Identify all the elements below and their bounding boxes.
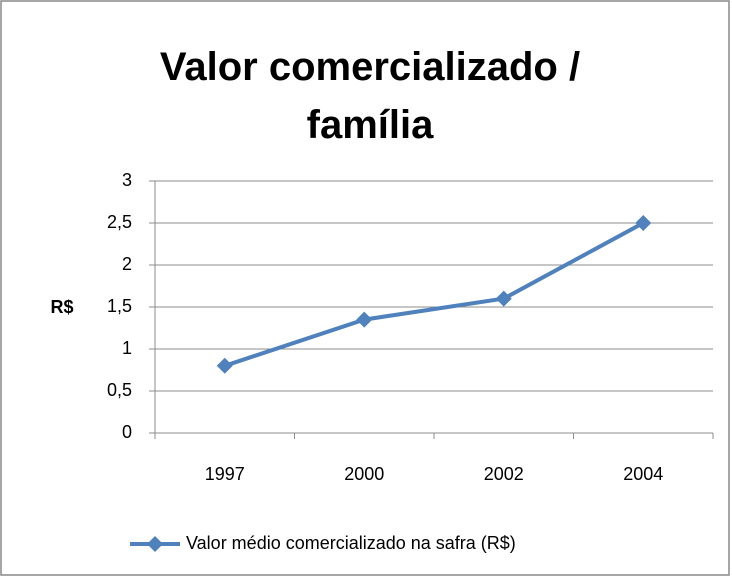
data-line bbox=[224, 221, 645, 368]
x-tick-label: 1997 bbox=[205, 464, 245, 484]
data-point bbox=[635, 215, 652, 231]
legend-marker bbox=[147, 536, 163, 552]
y-tick-label: 2 bbox=[122, 254, 132, 274]
legend-label: Valor médio comercializado na safra (R$) bbox=[186, 533, 516, 553]
x-tick-label: 2004 bbox=[623, 464, 663, 484]
y-axis-label: R$ bbox=[50, 297, 73, 317]
y-tick-label: 1 bbox=[122, 338, 132, 358]
x-tick-label: 2002 bbox=[484, 464, 524, 484]
data-point bbox=[216, 357, 233, 374]
y-tick-label: 0,5 bbox=[107, 380, 132, 400]
y-tick-label: 2,5 bbox=[107, 212, 132, 232]
data-point bbox=[495, 290, 512, 307]
data-point bbox=[356, 311, 373, 328]
y-tick-label: 0 bbox=[122, 422, 132, 442]
y-tick-label: 1,5 bbox=[107, 296, 132, 316]
x-tick-label: 2000 bbox=[344, 464, 384, 484]
chart-title: Valor comercializado / família bbox=[159, 45, 581, 147]
y-tick-label: 3 bbox=[122, 170, 132, 190]
